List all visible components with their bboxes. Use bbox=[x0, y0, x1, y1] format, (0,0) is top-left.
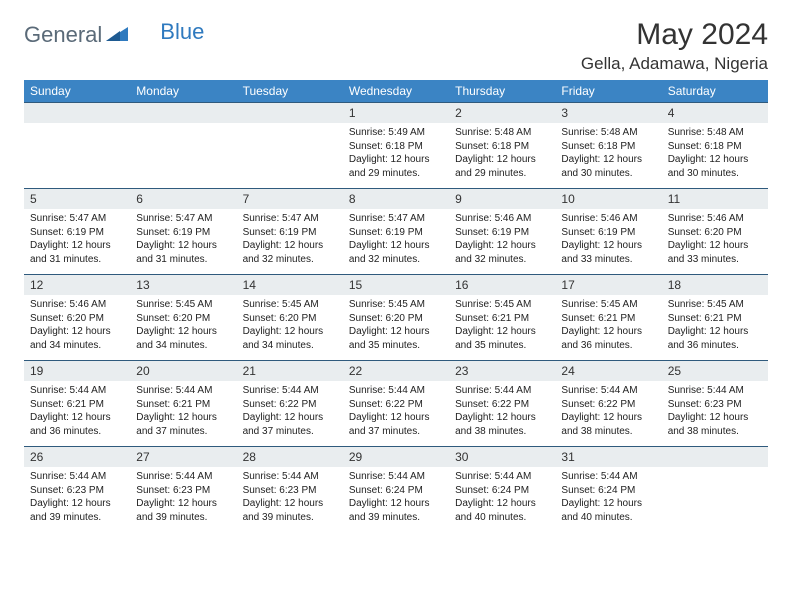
day-number: 5 bbox=[24, 189, 130, 209]
page-header: General Blue May 2024 Gella, Adamawa, Ni… bbox=[24, 18, 768, 74]
day-number: 12 bbox=[24, 275, 130, 295]
day-content: Sunrise: 5:47 AMSunset: 6:19 PMDaylight:… bbox=[237, 209, 343, 274]
day-number: 24 bbox=[555, 361, 661, 381]
day-number: 18 bbox=[662, 275, 768, 295]
day-number-empty bbox=[662, 447, 768, 467]
day-number: 11 bbox=[662, 189, 768, 209]
day-number: 21 bbox=[237, 361, 343, 381]
week-content-row: Sunrise: 5:49 AMSunset: 6:18 PMDaylight:… bbox=[24, 123, 768, 188]
day-content: Sunrise: 5:44 AMSunset: 6:24 PMDaylight:… bbox=[343, 467, 449, 532]
day-content: Sunrise: 5:45 AMSunset: 6:20 PMDaylight:… bbox=[130, 295, 236, 360]
logo: General Blue bbox=[24, 18, 204, 48]
day-header: Monday bbox=[130, 80, 236, 102]
week-content-row: Sunrise: 5:44 AMSunset: 6:23 PMDaylight:… bbox=[24, 467, 768, 532]
day-number: 19 bbox=[24, 361, 130, 381]
day-content: Sunrise: 5:46 AMSunset: 6:20 PMDaylight:… bbox=[662, 209, 768, 274]
month-title: May 2024 bbox=[581, 18, 768, 52]
day-number: 15 bbox=[343, 275, 449, 295]
day-number: 14 bbox=[237, 275, 343, 295]
day-number: 30 bbox=[449, 447, 555, 467]
day-number: 28 bbox=[237, 447, 343, 467]
day-number-empty bbox=[237, 103, 343, 123]
day-number: 2 bbox=[449, 103, 555, 123]
day-number: 20 bbox=[130, 361, 236, 381]
day-number: 22 bbox=[343, 361, 449, 381]
logo-text-blue: Blue bbox=[160, 19, 204, 45]
day-header: Tuesday bbox=[237, 80, 343, 102]
day-content: Sunrise: 5:44 AMSunset: 6:23 PMDaylight:… bbox=[24, 467, 130, 532]
day-number: 31 bbox=[555, 447, 661, 467]
day-number: 3 bbox=[555, 103, 661, 123]
day-number: 8 bbox=[343, 189, 449, 209]
title-block: May 2024 Gella, Adamawa, Nigeria bbox=[581, 18, 768, 74]
day-number: 7 bbox=[237, 189, 343, 209]
day-content: Sunrise: 5:46 AMSunset: 6:20 PMDaylight:… bbox=[24, 295, 130, 360]
calendar-body: 1234Sunrise: 5:49 AMSunset: 6:18 PMDayli… bbox=[24, 102, 768, 532]
logo-triangle-icon bbox=[106, 25, 128, 46]
week-number-row: 1234 bbox=[24, 102, 768, 123]
day-header: Friday bbox=[555, 80, 661, 102]
day-number: 13 bbox=[130, 275, 236, 295]
day-content: Sunrise: 5:44 AMSunset: 6:21 PMDaylight:… bbox=[24, 381, 130, 446]
day-content: Sunrise: 5:48 AMSunset: 6:18 PMDaylight:… bbox=[555, 123, 661, 188]
day-content-empty bbox=[24, 123, 130, 177]
day-content: Sunrise: 5:45 AMSunset: 6:21 PMDaylight:… bbox=[449, 295, 555, 360]
day-number: 16 bbox=[449, 275, 555, 295]
day-number: 27 bbox=[130, 447, 236, 467]
day-content: Sunrise: 5:44 AMSunset: 6:24 PMDaylight:… bbox=[555, 467, 661, 532]
day-number: 17 bbox=[555, 275, 661, 295]
day-content: Sunrise: 5:47 AMSunset: 6:19 PMDaylight:… bbox=[24, 209, 130, 274]
day-number: 10 bbox=[555, 189, 661, 209]
day-number: 26 bbox=[24, 447, 130, 467]
day-content: Sunrise: 5:44 AMSunset: 6:22 PMDaylight:… bbox=[237, 381, 343, 446]
day-content: Sunrise: 5:44 AMSunset: 6:22 PMDaylight:… bbox=[343, 381, 449, 446]
day-content: Sunrise: 5:45 AMSunset: 6:21 PMDaylight:… bbox=[555, 295, 661, 360]
day-number: 23 bbox=[449, 361, 555, 381]
location-text: Gella, Adamawa, Nigeria bbox=[581, 54, 768, 74]
week-number-row: 19202122232425 bbox=[24, 360, 768, 381]
day-content: Sunrise: 5:48 AMSunset: 6:18 PMDaylight:… bbox=[449, 123, 555, 188]
day-content: Sunrise: 5:46 AMSunset: 6:19 PMDaylight:… bbox=[449, 209, 555, 274]
day-content-empty bbox=[237, 123, 343, 177]
day-content: Sunrise: 5:46 AMSunset: 6:19 PMDaylight:… bbox=[555, 209, 661, 274]
day-number: 25 bbox=[662, 361, 768, 381]
day-content-empty bbox=[130, 123, 236, 177]
calendar-table: SundayMondayTuesdayWednesdayThursdayFrid… bbox=[24, 80, 768, 532]
day-content: Sunrise: 5:45 AMSunset: 6:20 PMDaylight:… bbox=[237, 295, 343, 360]
day-content: Sunrise: 5:44 AMSunset: 6:22 PMDaylight:… bbox=[555, 381, 661, 446]
day-content: Sunrise: 5:44 AMSunset: 6:23 PMDaylight:… bbox=[237, 467, 343, 532]
logo-text-general: General bbox=[24, 22, 102, 48]
day-number: 9 bbox=[449, 189, 555, 209]
day-content: Sunrise: 5:44 AMSunset: 6:23 PMDaylight:… bbox=[130, 467, 236, 532]
day-number-empty bbox=[130, 103, 236, 123]
day-content: Sunrise: 5:47 AMSunset: 6:19 PMDaylight:… bbox=[130, 209, 236, 274]
day-content: Sunrise: 5:48 AMSunset: 6:18 PMDaylight:… bbox=[662, 123, 768, 188]
day-number: 29 bbox=[343, 447, 449, 467]
day-number-empty bbox=[24, 103, 130, 123]
day-header: Wednesday bbox=[343, 80, 449, 102]
day-number: 4 bbox=[662, 103, 768, 123]
day-content-empty bbox=[662, 467, 768, 521]
week-number-row: 12131415161718 bbox=[24, 274, 768, 295]
day-content: Sunrise: 5:44 AMSunset: 6:24 PMDaylight:… bbox=[449, 467, 555, 532]
day-header-row: SundayMondayTuesdayWednesdayThursdayFrid… bbox=[24, 80, 768, 102]
day-content: Sunrise: 5:47 AMSunset: 6:19 PMDaylight:… bbox=[343, 209, 449, 274]
day-header: Thursday bbox=[449, 80, 555, 102]
day-header: Saturday bbox=[662, 80, 768, 102]
day-content: Sunrise: 5:44 AMSunset: 6:21 PMDaylight:… bbox=[130, 381, 236, 446]
week-content-row: Sunrise: 5:46 AMSunset: 6:20 PMDaylight:… bbox=[24, 295, 768, 360]
day-content: Sunrise: 5:49 AMSunset: 6:18 PMDaylight:… bbox=[343, 123, 449, 188]
day-content: Sunrise: 5:44 AMSunset: 6:22 PMDaylight:… bbox=[449, 381, 555, 446]
day-number: 1 bbox=[343, 103, 449, 123]
day-content: Sunrise: 5:44 AMSunset: 6:23 PMDaylight:… bbox=[662, 381, 768, 446]
day-header: Sunday bbox=[24, 80, 130, 102]
day-content: Sunrise: 5:45 AMSunset: 6:20 PMDaylight:… bbox=[343, 295, 449, 360]
week-number-row: 567891011 bbox=[24, 188, 768, 209]
week-content-row: Sunrise: 5:47 AMSunset: 6:19 PMDaylight:… bbox=[24, 209, 768, 274]
day-content: Sunrise: 5:45 AMSunset: 6:21 PMDaylight:… bbox=[662, 295, 768, 360]
week-content-row: Sunrise: 5:44 AMSunset: 6:21 PMDaylight:… bbox=[24, 381, 768, 446]
week-number-row: 262728293031 bbox=[24, 446, 768, 467]
day-number: 6 bbox=[130, 189, 236, 209]
